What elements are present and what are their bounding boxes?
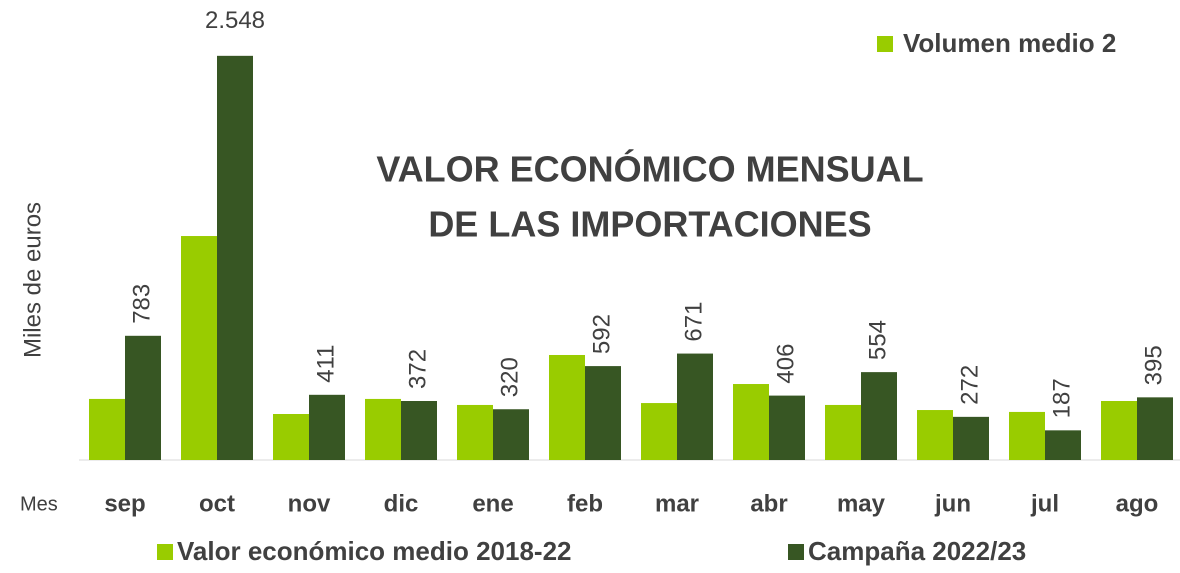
data-label: 320 [496, 357, 523, 397]
x-tick-label: ago [1116, 490, 1159, 517]
y-axis-label: Miles de euros [19, 202, 46, 358]
bar [769, 395, 805, 460]
bar [953, 416, 989, 460]
legend-swatch [877, 36, 893, 52]
x-tick-label: feb [567, 490, 603, 517]
data-label: 592 [588, 314, 615, 354]
data-label: 187 [1048, 378, 1075, 418]
bar [861, 372, 897, 460]
legend-swatch [788, 544, 804, 560]
bar [493, 409, 529, 460]
data-label: 272 [956, 365, 983, 405]
x-tick-label: abr [750, 490, 787, 517]
x-tick-label: ene [472, 490, 513, 517]
data-label: 783 [128, 284, 155, 324]
bar [585, 366, 621, 460]
x-tick-label: oct [199, 490, 235, 517]
bar [677, 353, 713, 460]
x-tick-label: may [837, 490, 886, 517]
chart-title: VALOR ECONÓMICO MENSUAL [376, 148, 923, 190]
data-label: 406 [772, 344, 799, 384]
bar [1137, 397, 1173, 460]
data-label: 671 [680, 302, 707, 342]
bar [89, 398, 125, 460]
bar [125, 335, 161, 460]
bar [273, 414, 309, 460]
data-label: 2.548 [205, 7, 265, 34]
legend-swatch [157, 544, 173, 560]
bar [1045, 430, 1081, 460]
bar [1009, 411, 1045, 460]
x-tick-label: nov [288, 490, 331, 517]
legend-label: Volumen medio 2 [903, 28, 1116, 58]
legend-label: Campaña 2022/23 [808, 536, 1026, 566]
chart-title: DE LAS IMPORTACIONES [428, 204, 871, 245]
bar [1101, 400, 1137, 460]
bar [549, 354, 585, 460]
data-label: 554 [864, 320, 891, 360]
data-label: 395 [1140, 345, 1167, 385]
data-label: 411 [312, 345, 339, 383]
bar [457, 404, 493, 460]
bar [401, 400, 437, 460]
bar [641, 403, 677, 460]
bar [217, 55, 253, 461]
x-tick-label: mar [655, 490, 699, 517]
x-tick-label: jul [1030, 490, 1059, 517]
x-axis-label: Mes [20, 493, 58, 515]
x-tick-label: dic [384, 490, 419, 517]
data-label: 372 [404, 349, 431, 389]
bar [365, 398, 401, 460]
legend-label: Valor económico medio 2018-22 [177, 536, 572, 566]
bar [917, 410, 953, 460]
bar [825, 404, 861, 460]
bar [309, 394, 345, 460]
bar [733, 384, 769, 460]
bar [181, 236, 217, 460]
x-tick-label: jun [934, 490, 971, 517]
x-tick-label: sep [104, 490, 145, 517]
